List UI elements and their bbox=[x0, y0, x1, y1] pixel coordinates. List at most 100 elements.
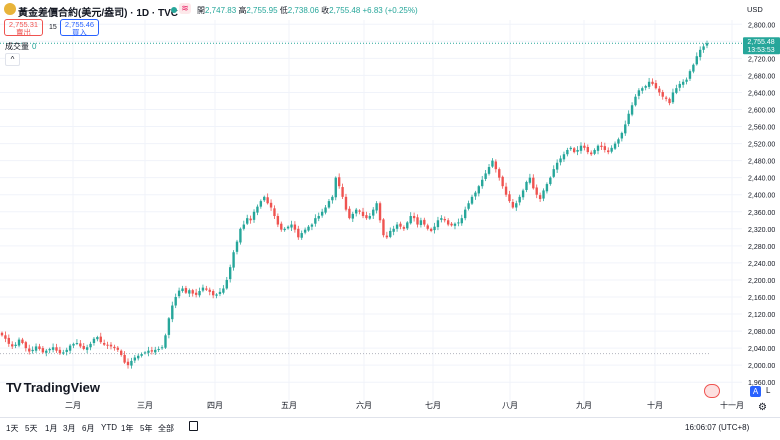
price-tag-box bbox=[743, 37, 780, 55]
candle-body bbox=[72, 343, 75, 346]
candle-body bbox=[167, 318, 171, 335]
range-ytd[interactable]: YTD bbox=[101, 423, 117, 432]
candle-body bbox=[150, 350, 154, 352]
range-1d[interactable]: 1天 bbox=[6, 424, 19, 433]
candle-body bbox=[630, 105, 634, 115]
candle-body bbox=[113, 346, 116, 349]
candle-body bbox=[538, 195, 542, 199]
calendar-icon[interactable] bbox=[189, 421, 198, 431]
chevron-up-icon[interactable]: ^ bbox=[5, 53, 20, 66]
candle-body bbox=[51, 347, 55, 350]
candle-body bbox=[341, 187, 344, 197]
candle-body bbox=[211, 291, 215, 296]
candle-body bbox=[378, 203, 382, 221]
candle-body bbox=[38, 346, 41, 349]
candle-body bbox=[99, 336, 102, 343]
range-6m[interactable]: 6月 bbox=[82, 424, 95, 433]
candle-body bbox=[41, 348, 45, 353]
y-tick-label: 2,480.00 bbox=[748, 159, 775, 166]
candle-body bbox=[225, 279, 228, 289]
candle-body bbox=[55, 347, 58, 351]
candle-body bbox=[177, 290, 181, 297]
candle-body bbox=[7, 337, 11, 344]
range-5d[interactable]: 5天 bbox=[25, 424, 38, 433]
candle-body bbox=[314, 218, 317, 224]
tv-logo-icon: TV bbox=[6, 380, 22, 395]
event-flag-icon[interactable] bbox=[704, 384, 720, 398]
candle-body bbox=[205, 288, 208, 290]
y-tick-label: 2,640.00 bbox=[748, 90, 775, 97]
symbol-title[interactable]: 黃金差價合約(美元/盎司) · 1D · TVC bbox=[18, 8, 178, 19]
y-tick-label: 2,040.00 bbox=[748, 346, 775, 353]
candle-body bbox=[528, 177, 532, 183]
candle-body bbox=[498, 169, 501, 178]
candle-body bbox=[242, 224, 246, 229]
candle-body bbox=[24, 342, 28, 349]
candle-body bbox=[586, 146, 589, 153]
candle-body bbox=[126, 361, 130, 366]
candle-body bbox=[11, 344, 14, 347]
candle-body bbox=[702, 46, 705, 50]
candle-body bbox=[661, 92, 664, 97]
open-value: 2,747.83 bbox=[205, 6, 237, 15]
y-tick-label: 1,960.00 bbox=[748, 380, 775, 387]
candle-body bbox=[154, 349, 157, 353]
candle-body bbox=[375, 203, 378, 211]
candle-body bbox=[300, 233, 303, 238]
gear-icon[interactable]: ⚙ bbox=[758, 402, 767, 413]
y-tick-label: 2,440.00 bbox=[748, 176, 775, 183]
low-value: 2,738.06 bbox=[287, 6, 319, 15]
y-tick-label: 2,320.00 bbox=[748, 227, 775, 234]
sell-button[interactable]: 2,755.31 賣出 bbox=[4, 19, 43, 37]
candle-body bbox=[188, 290, 191, 294]
volume-legend: 成交量 0 bbox=[5, 41, 36, 52]
candle-body bbox=[409, 216, 412, 224]
log-scale-button[interactable]: L bbox=[766, 386, 771, 395]
buy-button[interactable]: 2,755.46 買入 bbox=[60, 19, 99, 37]
range-3m[interactable]: 3月 bbox=[63, 424, 76, 433]
y-tick-label: 2,200.00 bbox=[748, 278, 775, 285]
candle-body bbox=[576, 149, 579, 152]
footer-toolbar: 1天 5天 1月 3月 6月 YTD 1年 5年 全部 16:06:07 (UT… bbox=[0, 417, 780, 440]
candle-body bbox=[109, 344, 113, 347]
candle-body bbox=[293, 224, 297, 230]
x-tick-label: 九月 bbox=[576, 401, 592, 410]
candle-body bbox=[184, 288, 188, 293]
range-all[interactable]: 全部 bbox=[158, 424, 174, 433]
market-open-icon bbox=[171, 7, 177, 13]
price-tag-value: 2,755.48 bbox=[747, 39, 774, 46]
candle-body bbox=[174, 296, 177, 306]
candle-body bbox=[600, 145, 603, 147]
range-1y[interactable]: 1年 bbox=[121, 424, 134, 433]
x-tick-label: 六月 bbox=[356, 400, 372, 410]
buy-label: 買入 bbox=[72, 28, 87, 37]
candle-body bbox=[355, 209, 358, 214]
candle-body bbox=[440, 218, 443, 220]
candle-body bbox=[453, 223, 457, 226]
data-mode-icon[interactable]: ≋ bbox=[179, 3, 191, 14]
auto-scale-button[interactable]: A bbox=[750, 386, 761, 397]
candle-body bbox=[651, 81, 654, 84]
candle-body bbox=[470, 196, 474, 204]
candle-body bbox=[334, 177, 337, 198]
y-tick-label: 2,240.00 bbox=[748, 261, 775, 268]
candle-body bbox=[256, 206, 259, 213]
candle-body bbox=[668, 98, 671, 104]
candle-body bbox=[525, 181, 528, 191]
candle-body bbox=[368, 216, 372, 219]
buy-price: 2,755.46 bbox=[64, 20, 95, 29]
candle-body bbox=[239, 228, 242, 243]
candle-body bbox=[82, 345, 85, 349]
y-tick-label: 2,160.00 bbox=[748, 295, 775, 302]
price-chart[interactable]: 1,960.00 2,000.00 2,040.00 2,080.00 2,120.00… bbox=[0, 0, 780, 417]
range-1m[interactable]: 1月 bbox=[45, 424, 58, 433]
clock[interactable]: 16:06:07 (UTC+8) bbox=[685, 423, 750, 432]
candle-body bbox=[283, 228, 286, 231]
y-tick-label: 2,720.00 bbox=[748, 56, 775, 63]
candle-body bbox=[266, 197, 269, 204]
candle-body bbox=[695, 56, 698, 65]
candle-body bbox=[436, 220, 440, 228]
currency-label[interactable]: USD bbox=[747, 5, 763, 14]
range-5y[interactable]: 5年 bbox=[140, 424, 153, 433]
candle-body bbox=[45, 350, 48, 353]
